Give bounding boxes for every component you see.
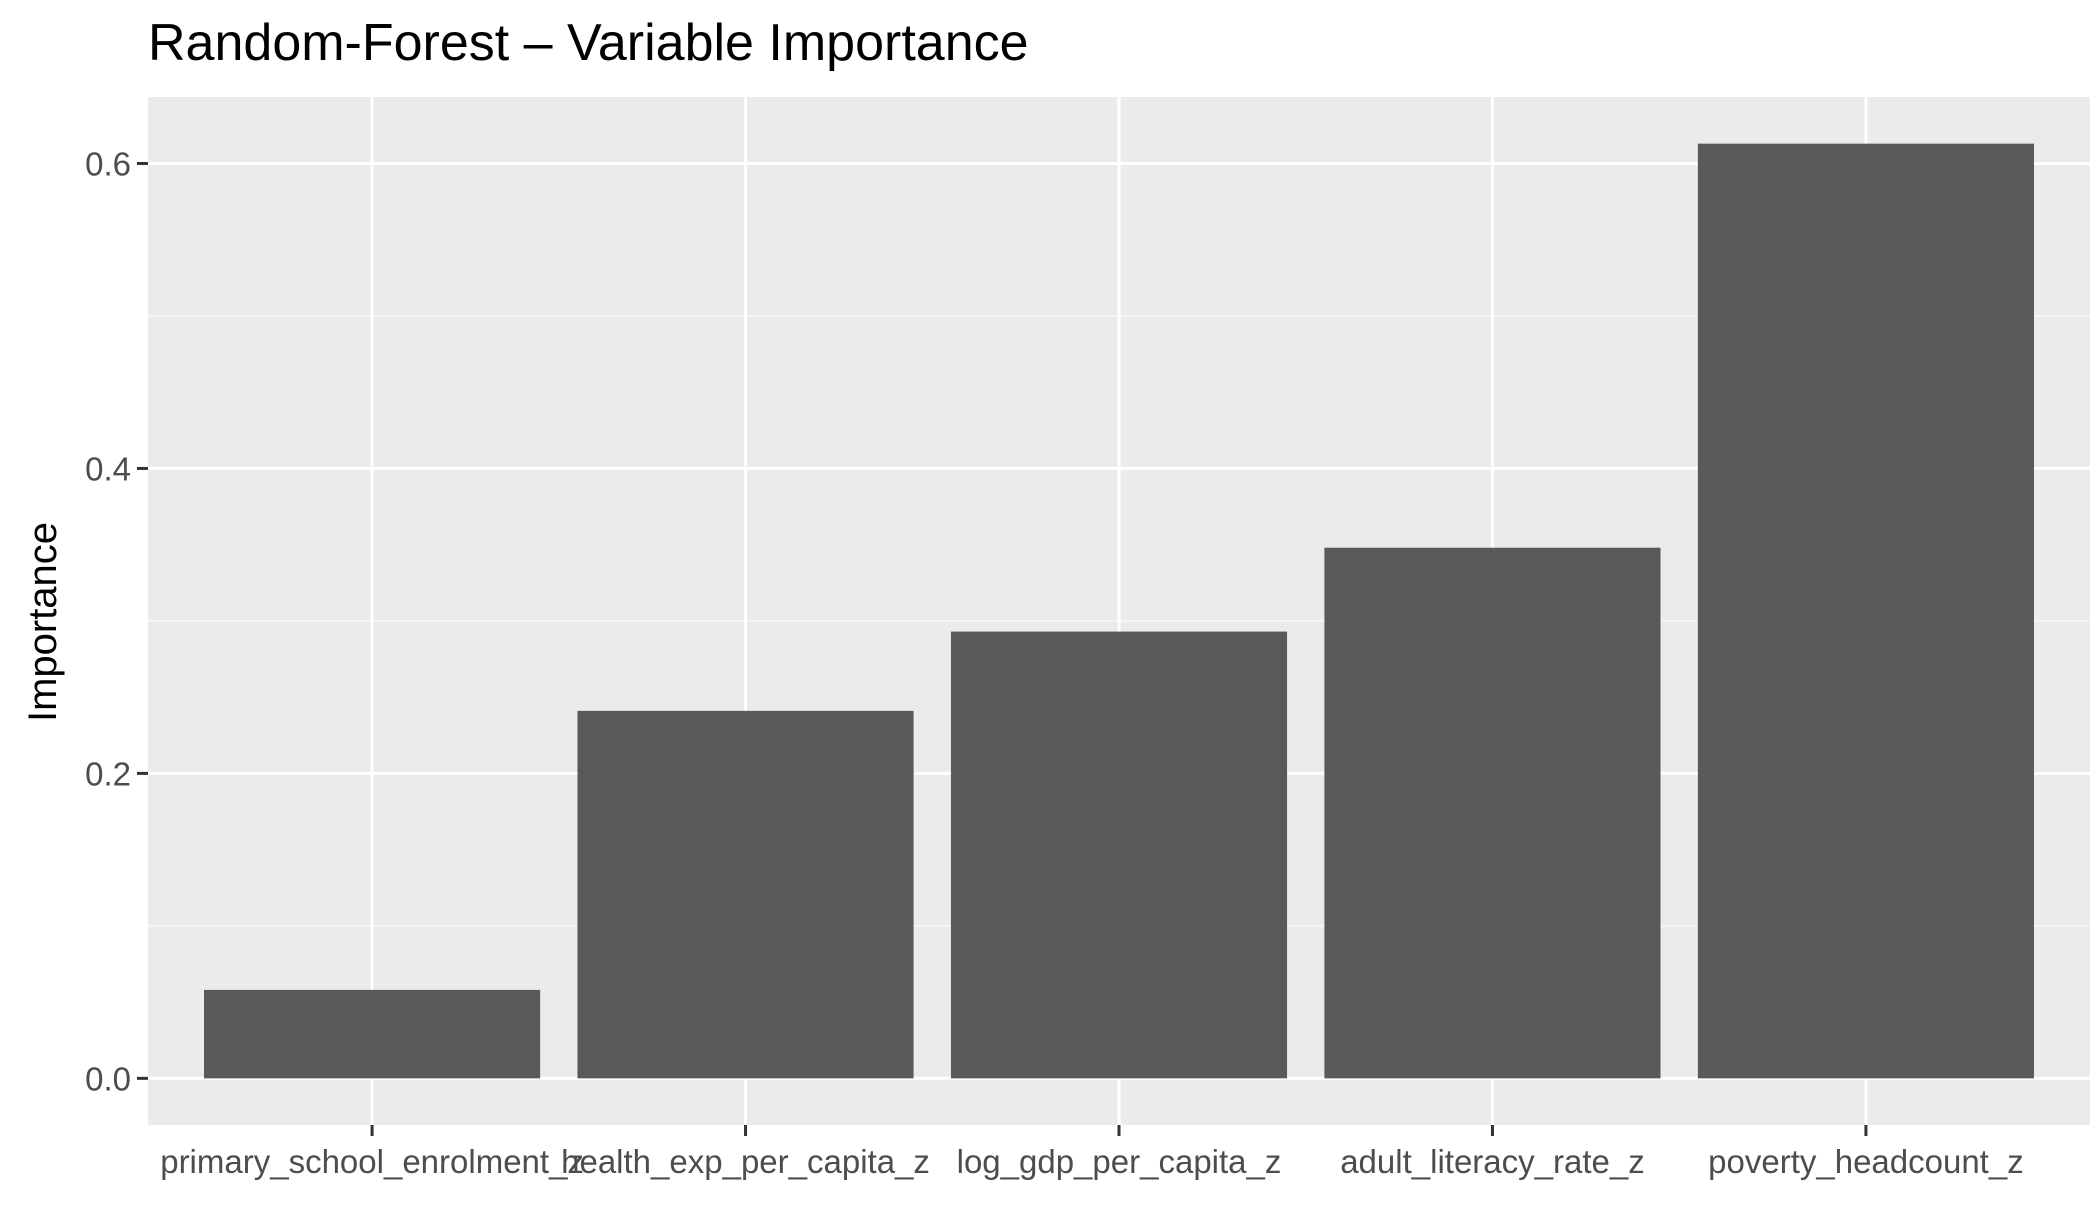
y-tick-label-0: 0.0 bbox=[85, 1060, 131, 1097]
x-tick-label-2: log_gdp_per_capita_z bbox=[957, 1143, 1282, 1180]
y-tick-label-3: 0.6 bbox=[85, 145, 131, 182]
chart-title: Random-Forest – Variable Importance bbox=[148, 14, 1029, 72]
x-tick-label-4: poverty_headcount_z bbox=[1708, 1143, 2024, 1180]
bar-primary_school_enrolment_z bbox=[204, 989, 541, 1079]
x-tick-label-1: health_exp_per_capita_z bbox=[561, 1143, 930, 1180]
y-axis-title: Importance bbox=[21, 522, 65, 722]
x-tick-label-3: adult_literacy_rate_z bbox=[1340, 1143, 1645, 1180]
y-axis: 0.0 0.2 0.4 0.6 bbox=[85, 145, 148, 1097]
x-tick-label-0: primary_school_enrolment_z bbox=[160, 1143, 584, 1180]
bar-poverty_headcount_z bbox=[1697, 143, 2034, 1079]
bar-health_exp_per_capita_z bbox=[577, 710, 914, 1079]
x-axis: primary_school_enrolment_zhealth_exp_per… bbox=[160, 1125, 2024, 1180]
bar-adult_literacy_rate_z bbox=[1324, 547, 1661, 1079]
bar-log_gdp_per_capita_z bbox=[950, 631, 1288, 1079]
bars bbox=[204, 143, 2034, 1079]
y-tick-label-2: 0.4 bbox=[85, 450, 131, 487]
y-tick-label-1: 0.2 bbox=[85, 755, 131, 792]
